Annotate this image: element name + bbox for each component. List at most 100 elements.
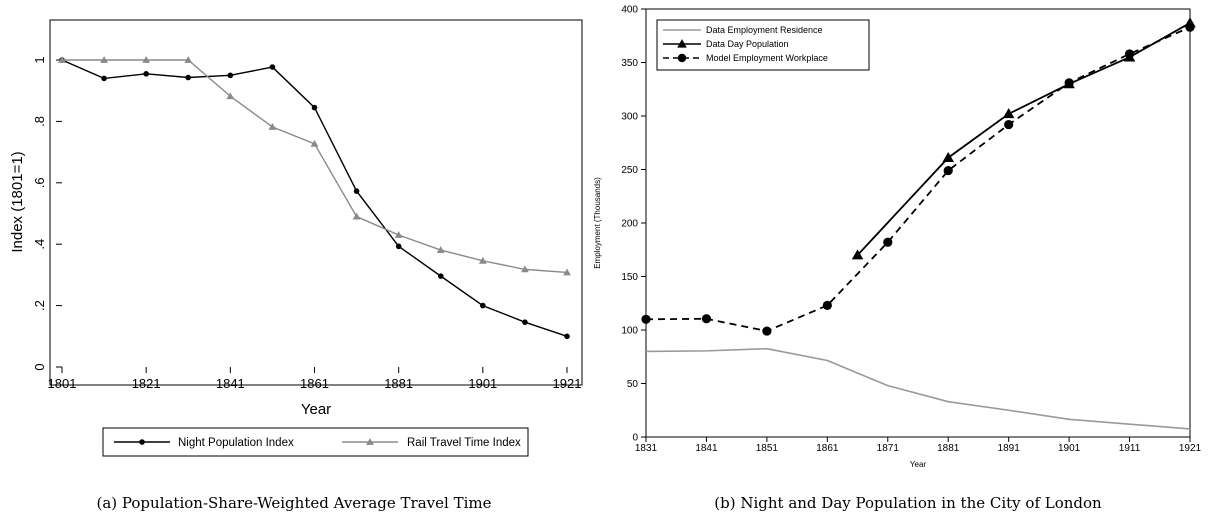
panel-a-series-1-point [563, 268, 571, 276]
panel-a-series-1-point [478, 256, 487, 264]
panel-b-x-tick-label: 1861 [816, 443, 839, 454]
panel-b-y-tick-label: 150 [621, 272, 638, 283]
panel-b-series-2-point [822, 300, 832, 310]
panel-a-series-0-point [269, 64, 276, 70]
panel-a-legend: Night Population Index Rail Travel Time … [102, 427, 529, 457]
panel-a-legend-label-rail: Rail Travel Time Index [407, 437, 521, 449]
panel-b-series-2-point [701, 314, 712, 324]
panel-b-x-tick-label: 1831 [635, 443, 658, 454]
panel-b-series-1-point [942, 151, 954, 163]
panel-b-series-2-point [1004, 119, 1014, 130]
panel-a-x-tick-label: 1841 [216, 376, 245, 391]
panel-a-x-tick-label: 1821 [132, 376, 161, 391]
panel-a-series-0-point [564, 333, 570, 340]
panel-a-y-tick-label: .8 [32, 116, 47, 127]
panel-a-y-axis-label: Index (1801=1) [9, 151, 26, 252]
panel-a-x-tick-label: 1901 [468, 376, 497, 391]
panel-a-y-tick-label: .2 [32, 300, 47, 311]
panel-b-legend-items [663, 29, 701, 63]
panel-a-y-tick-label: .4 [32, 239, 47, 250]
panel-a-series-1-point [268, 123, 277, 130]
panel-b-y-tick-label: 0 [632, 433, 638, 444]
panel-a-series-1-point [226, 92, 235, 100]
panel-b-y-tick-label: 200 [621, 219, 638, 230]
panel-b-legend-label-day: Data Day Population [706, 39, 789, 49]
panel-b-series-2-point [943, 165, 953, 176]
panel-a-series-0-point [353, 188, 360, 194]
panel-b-x-tick-label: 1851 [756, 443, 779, 454]
panel-a-series-0-point [227, 72, 234, 79]
panel-b-series-2-point [883, 237, 893, 247]
panel-b-chart: 1831 1841 1851 1861 1871 1881 1891 1901 1911 1921… [593, 5, 1202, 470]
panel-a-series-0-point [480, 302, 486, 309]
panel-a-series-0-point [437, 273, 444, 279]
panel-b-series-2-point [641, 314, 651, 324]
panel-b-series-2-point [1124, 49, 1135, 59]
panel-b-series-0-line [645, 347, 1191, 430]
panel-b-series-2-point [1064, 78, 1074, 88]
panel-a-chart: 1801 1821 1841 1861 1881 1901 1921 0 .2 .4 .6 .8 1 Y… [9, 19, 583, 457]
panel-b-y-tick-label: 100 [621, 326, 638, 337]
panel-a-legend-items [114, 438, 398, 445]
panel-a-y-tick-label: 0 [32, 363, 47, 370]
panel-a-series-1-point [352, 212, 361, 220]
panel-b-x-tick-label: 1841 [695, 443, 718, 454]
panel-b-series-1-line [856, 22, 1191, 256]
panel-b-y-tick-label: 250 [621, 165, 638, 176]
panel-b-x-tick-label: 1901 [1058, 443, 1081, 454]
panel-b-series-2-line [645, 26, 1191, 333]
panel-b-x-tick-label: 1881 [937, 443, 960, 454]
panel-b-legend-box [656, 19, 870, 71]
panel-a-series-1-point [58, 56, 66, 63]
panel-a-series-0-point [522, 319, 528, 325]
caption-b: (b) Night and Day Population in the City… [714, 494, 1102, 512]
panel-b-series [641, 17, 1196, 430]
panel-b-legend-label-model: Model Employment Workplace [706, 53, 828, 63]
panel-b-x-tick-label: 1911 [1119, 443, 1141, 454]
panel-a-series-1-point [394, 231, 403, 238]
panel-b-x-tick-label: 1871 [877, 443, 900, 454]
panel-b-x-tick-label: 1921 [1179, 443, 1202, 454]
panel-a-series-0-point [395, 243, 402, 250]
panel-a-y-tick-label: .6 [32, 177, 47, 188]
panel-a-legend-label-night: Night Population Index [178, 437, 294, 449]
panel-a-series-1-point [436, 246, 445, 253]
panel-b-y-tick-label: 50 [627, 379, 639, 390]
panel-a-series-0-line [61, 59, 568, 337]
panel-b-series-1-point [1002, 108, 1015, 119]
panel-a-y-tick-label: 1 [32, 56, 47, 63]
panel-b-axes: 1831 1841 1851 1861 1871 1881 1891 1901 1911 1921… [621, 5, 1201, 455]
panel-a-series-0-point [143, 71, 149, 77]
panel-b-y-tick-label: 350 [621, 58, 638, 69]
panel-a-plot-frame [49, 19, 583, 386]
panel-a-series-1-point [100, 56, 108, 63]
panel-a-legend-box [102, 427, 529, 457]
panel-a-series-1-point [142, 56, 151, 63]
panel-a-axes: 1801 1821 1841 1861 1881 1901 1921 0 .2 .4 .6 .8 1 [32, 56, 581, 391]
panel-b-x-axis-label: Year [910, 460, 927, 469]
panel-a-series-0-point [311, 104, 318, 111]
panel-b-legend: Data Employment Residence Data Day Popul… [656, 19, 870, 71]
panel-b-y-tick-label: 300 [621, 112, 638, 123]
panel-b-legend-marker-1 [677, 39, 687, 48]
panel-a-x-tick-label: 1801 [48, 376, 77, 391]
panel-a-x-tick-label: 1881 [384, 376, 413, 391]
panel-b-series-1-point [851, 249, 864, 260]
panel-a-series [58, 56, 571, 340]
panel-b-legend-label-residence: Data Employment Residence [706, 25, 823, 35]
caption-a: (a) Population-Share-Weighted Average Tr… [97, 494, 492, 512]
panel-b-legend-marker-2 [677, 53, 687, 63]
panel-a-series-1-line [62, 59, 568, 274]
panel-a-series-1-point [310, 139, 319, 147]
panel-a-series-1-point [521, 265, 529, 273]
panel-a-series-1-point [184, 56, 193, 63]
panel-b-x-tick-label: 1891 [998, 443, 1021, 454]
panel-b-y-axis-label: Employment (Thousands) [593, 177, 602, 269]
panel-b-plot-frame [645, 8, 1191, 438]
panel-b-y-tick-label: 400 [621, 5, 638, 16]
panel-a-x-tick-label: 1921 [553, 376, 582, 391]
panel-a-x-axis-label: Year [301, 401, 331, 418]
panel-a-legend-marker-night [139, 439, 145, 445]
panel-b-series-2-point [762, 326, 772, 336]
